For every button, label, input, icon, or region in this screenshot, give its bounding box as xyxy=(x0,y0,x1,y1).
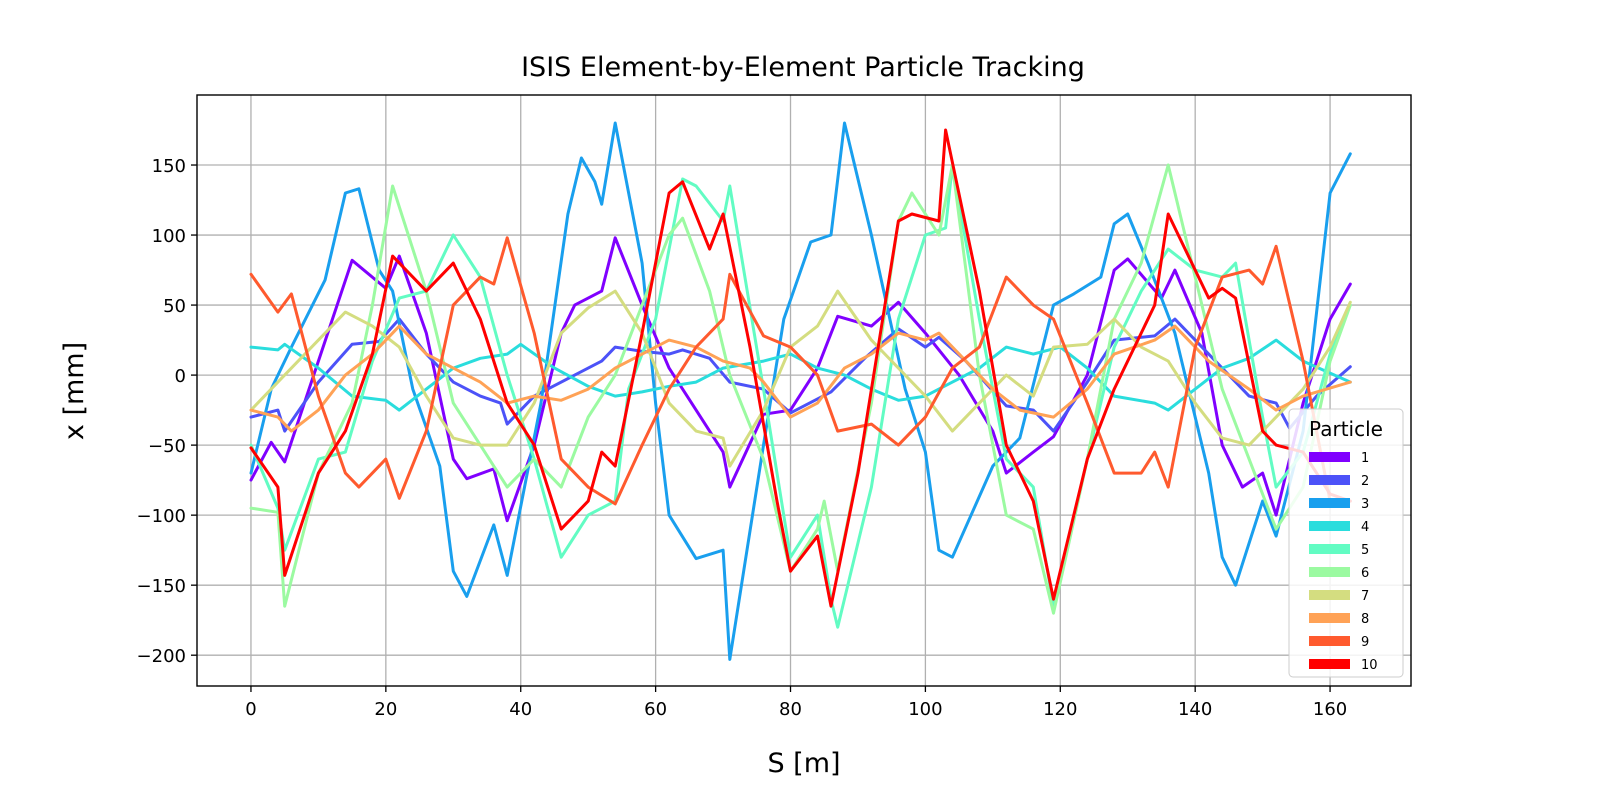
legend-label-1: 1 xyxy=(1361,451,1369,466)
x-tick-label: 160 xyxy=(1313,699,1347,720)
y-tick-label: −100 xyxy=(137,506,186,527)
y-tick-label: −150 xyxy=(137,576,186,597)
legend-swatch-5 xyxy=(1309,544,1350,554)
x-axis-label: S [m] xyxy=(767,748,840,779)
y-tick-label: −50 xyxy=(148,436,186,457)
y-tick-label: −200 xyxy=(137,646,186,667)
series-lines xyxy=(249,121,1352,661)
series-line-1 xyxy=(249,236,1352,523)
legend-swatch-1 xyxy=(1309,452,1350,462)
series-line-9 xyxy=(249,236,1352,506)
y-tick-label: 0 xyxy=(175,366,186,387)
legend-label-8: 8 xyxy=(1361,612,1369,627)
legend-swatch-8 xyxy=(1309,613,1350,623)
y-tick-label: 50 xyxy=(163,296,186,317)
series-line-5 xyxy=(249,163,1352,629)
x-tick-label: 80 xyxy=(779,699,802,720)
series-line-8 xyxy=(249,324,1352,433)
legend-label-4: 4 xyxy=(1361,520,1369,535)
y-axis-label: x [mm] xyxy=(59,342,90,440)
legend: Particle 1 2 3 4 5 6 7 8 9 10 xyxy=(1288,408,1404,678)
chart-title: ISIS Element-by-Element Particle Trackin… xyxy=(521,52,1085,83)
legend-items: 1 2 3 4 5 6 7 8 9 10 xyxy=(1309,451,1378,673)
y-tick-label: 100 xyxy=(152,226,186,247)
legend-label-6: 6 xyxy=(1361,566,1369,581)
x-tick-label: 40 xyxy=(509,699,532,720)
series-line-6 xyxy=(249,163,1352,615)
legend-label-10: 10 xyxy=(1361,658,1378,673)
legend-swatch-9 xyxy=(1309,636,1350,646)
legend-label-5: 5 xyxy=(1361,543,1369,558)
x-tick-label: 0 xyxy=(245,699,256,720)
x-tick-label: 140 xyxy=(1178,699,1212,720)
x-tick-label: 20 xyxy=(374,699,397,720)
legend-swatch-6 xyxy=(1309,567,1350,577)
x-tick-label: 60 xyxy=(644,699,667,720)
legend-label-2: 2 xyxy=(1361,474,1369,489)
plot-frame xyxy=(196,94,1412,687)
series-line-10 xyxy=(249,128,1352,608)
legend-label-9: 9 xyxy=(1361,635,1369,650)
x-tick-label: 100 xyxy=(908,699,942,720)
legend-swatch-4 xyxy=(1309,521,1350,531)
legend-swatch-10 xyxy=(1309,659,1350,669)
series-line-4 xyxy=(249,338,1352,412)
legend-swatch-7 xyxy=(1309,590,1350,600)
legend-label-3: 3 xyxy=(1361,497,1369,512)
y-tick-label: 150 xyxy=(152,156,186,177)
legend-label-7: 7 xyxy=(1361,589,1369,604)
legend-swatch-2 xyxy=(1309,475,1350,485)
legend-swatch-3 xyxy=(1309,498,1350,508)
x-tick-label: 120 xyxy=(1043,699,1077,720)
legend-title: Particle xyxy=(1309,417,1383,441)
axis-ticks: 0 20 40 60 80 100 120 140 160 −200 −150 −100 −50 0 50 1… xyxy=(137,156,1348,720)
